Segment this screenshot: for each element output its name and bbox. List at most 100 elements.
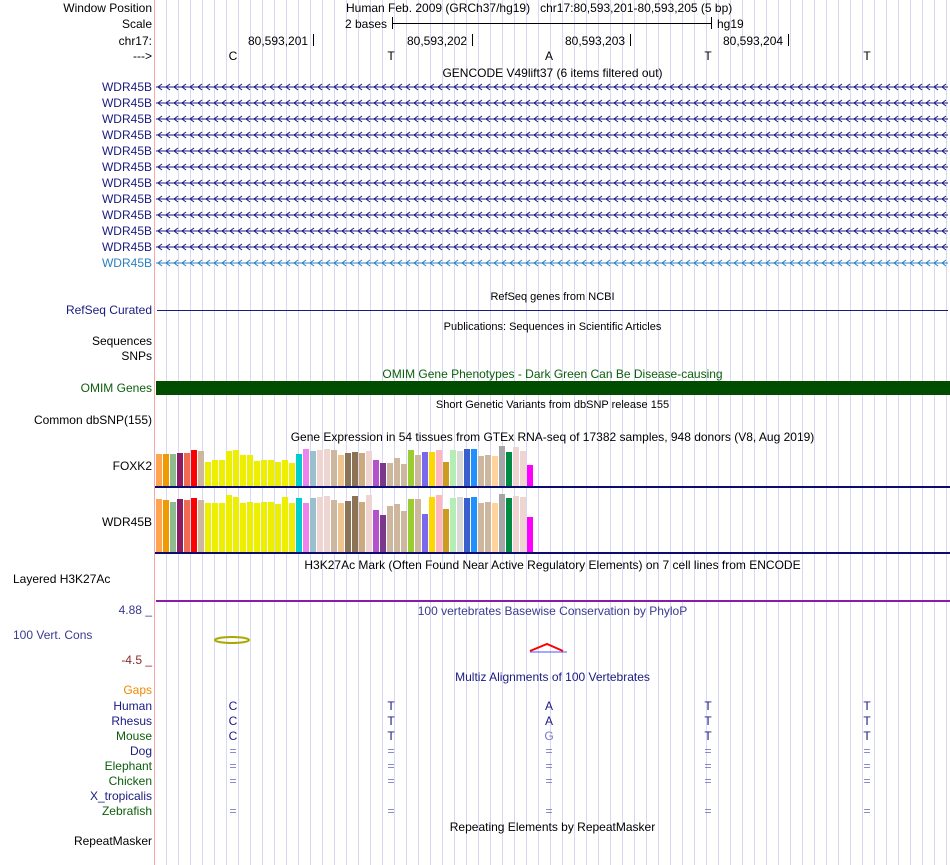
gtex-tissue-bar[interactable] bbox=[422, 514, 428, 552]
gtex-tissue-bar[interactable] bbox=[254, 503, 260, 552]
h3k27ac-track-label[interactable]: Layered H3K27Ac bbox=[13, 572, 111, 586]
gtex-tissue-bar[interactable] bbox=[226, 450, 232, 486]
gene-model-line[interactable] bbox=[156, 130, 948, 140]
species-label[interactable]: Rhesus bbox=[111, 714, 152, 728]
dbsnp-track-label[interactable]: Common dbSNP(155) bbox=[33, 413, 152, 427]
gtex-tissue-bar[interactable] bbox=[170, 453, 176, 486]
gtex-tissue-bar[interactable] bbox=[394, 457, 400, 486]
gene-label[interactable]: WDR45B bbox=[101, 224, 152, 238]
gtex-tissue-bar[interactable] bbox=[156, 453, 162, 486]
species-label[interactable]: Dog bbox=[129, 744, 152, 758]
gtex-tissue-bar[interactable] bbox=[240, 454, 246, 486]
gene-label[interactable]: WDR45B bbox=[101, 144, 152, 158]
gtex-tissue-bar[interactable] bbox=[373, 509, 379, 552]
gtex-tissue-bar[interactable] bbox=[352, 451, 358, 486]
gene-label[interactable]: WDR45B bbox=[101, 240, 152, 254]
gtex-tissue-bar[interactable] bbox=[429, 451, 435, 486]
gtex-tissue-bar[interactable] bbox=[261, 459, 267, 486]
gtex-tissue-bar[interactable] bbox=[219, 460, 225, 486]
gene-model-line[interactable] bbox=[156, 178, 948, 188]
gene-label[interactable]: WDR45B bbox=[101, 80, 152, 94]
gtex-tissue-bar[interactable] bbox=[303, 503, 309, 552]
omim-track-label[interactable]: OMIM Genes bbox=[80, 381, 152, 395]
gtex-tissue-bar[interactable] bbox=[170, 501, 176, 552]
species-label[interactable]: Zebrafish bbox=[101, 804, 152, 818]
gtex-gene-label[interactable]: FOXK2 bbox=[112, 459, 152, 473]
gene-model-line[interactable] bbox=[156, 114, 948, 124]
refseq-track-label[interactable]: RefSeq Curated bbox=[65, 303, 152, 317]
phylop-track-label[interactable]: 100 Vert. Cons bbox=[13, 628, 93, 642]
gtex-tissue-bar[interactable] bbox=[163, 454, 169, 486]
gtex-tissue-bar[interactable] bbox=[506, 451, 512, 486]
gtex-tissue-bar[interactable] bbox=[324, 496, 330, 552]
gtex-chart-foxk2[interactable] bbox=[155, 444, 539, 486]
gtex-tissue-bar[interactable] bbox=[464, 498, 470, 552]
gene-label[interactable]: WDR45B bbox=[101, 128, 152, 142]
omim-gene-bar[interactable] bbox=[156, 381, 950, 395]
gtex-tissue-bar[interactable] bbox=[345, 500, 351, 552]
gtex-tissue-bar[interactable] bbox=[387, 463, 393, 486]
gtex-tissue-bar[interactable] bbox=[359, 452, 365, 486]
gtex-tissue-bar[interactable] bbox=[464, 448, 470, 486]
gtex-tissue-bar[interactable] bbox=[191, 450, 197, 486]
gene-model-line[interactable] bbox=[156, 226, 948, 236]
gtex-tissue-bar[interactable] bbox=[226, 495, 232, 552]
gtex-chart-wdr45b[interactable] bbox=[155, 492, 539, 552]
gtex-tissue-bar[interactable] bbox=[408, 498, 414, 552]
gtex-tissue-bar[interactable] bbox=[212, 459, 218, 486]
gtex-tissue-bar[interactable] bbox=[485, 454, 491, 486]
gtex-tissue-bar[interactable] bbox=[338, 454, 344, 486]
gtex-tissue-bar[interactable] bbox=[240, 503, 246, 552]
gene-model-line[interactable] bbox=[156, 242, 948, 252]
gtex-tissue-bar[interactable] bbox=[275, 462, 281, 486]
gtex-tissue-bar[interactable] bbox=[443, 462, 449, 486]
gtex-tissue-bar[interactable] bbox=[352, 496, 358, 552]
gtex-tissue-bar[interactable] bbox=[233, 496, 239, 552]
gtex-tissue-bar[interactable] bbox=[527, 516, 533, 552]
gtex-tissue-bar[interactable] bbox=[212, 502, 218, 552]
gtex-tissue-bar[interactable] bbox=[429, 496, 435, 552]
gtex-tissue-bar[interactable] bbox=[422, 451, 428, 486]
gtex-tissue-bar[interactable] bbox=[184, 499, 190, 552]
gtex-tissue-bar[interactable] bbox=[415, 454, 421, 486]
gene-label[interactable]: WDR45B bbox=[101, 192, 152, 206]
gtex-tissue-bar[interactable] bbox=[485, 501, 491, 552]
gtex-tissue-bar[interactable] bbox=[450, 450, 456, 486]
gtex-tissue-bar[interactable] bbox=[520, 496, 526, 552]
gtex-tissue-bar[interactable] bbox=[296, 498, 302, 552]
gtex-tissue-bar[interactable] bbox=[506, 498, 512, 552]
gtex-tissue-bar[interactable] bbox=[310, 498, 316, 552]
gtex-tissue-bar[interactable] bbox=[401, 511, 407, 552]
gene-label[interactable]: WDR45B bbox=[101, 256, 152, 270]
gtex-tissue-bar[interactable] bbox=[331, 499, 337, 552]
gtex-tissue-bar[interactable] bbox=[499, 446, 505, 486]
gtex-tissue-bar[interactable] bbox=[436, 495, 442, 552]
gtex-tissue-bar[interactable] bbox=[177, 452, 183, 486]
gtex-tissue-bar[interactable] bbox=[471, 496, 477, 552]
gtex-tissue-bar[interactable] bbox=[198, 450, 204, 486]
gene-label[interactable]: WDR45B bbox=[101, 176, 152, 190]
gene-label[interactable]: WDR45B bbox=[101, 96, 152, 110]
gtex-tissue-bar[interactable] bbox=[394, 504, 400, 552]
gtex-tissue-bar[interactable] bbox=[303, 448, 309, 486]
publications-snps-label[interactable]: SNPs bbox=[121, 349, 152, 363]
gtex-tissue-bar[interactable] bbox=[275, 504, 281, 552]
gtex-tissue-bar[interactable] bbox=[261, 501, 267, 552]
species-label[interactable]: Chicken bbox=[108, 774, 152, 788]
gtex-tissue-bar[interactable] bbox=[219, 503, 225, 552]
gene-label[interactable]: WDR45B bbox=[101, 208, 152, 222]
gtex-tissue-bar[interactable] bbox=[513, 496, 519, 552]
gtex-tissue-bar[interactable] bbox=[233, 450, 239, 486]
gtex-tissue-bar[interactable] bbox=[457, 496, 463, 552]
gtex-tissue-bar[interactable] bbox=[450, 498, 456, 552]
gene-label[interactable]: WDR45B bbox=[101, 160, 152, 174]
multiz-gaps-label[interactable]: Gaps bbox=[123, 683, 152, 697]
gtex-tissue-bar[interactable] bbox=[324, 448, 330, 486]
gtex-tissue-bar[interactable] bbox=[282, 496, 288, 552]
gtex-tissue-bar[interactable] bbox=[415, 498, 421, 552]
gtex-tissue-bar[interactable] bbox=[366, 450, 372, 486]
gtex-tissue-bar[interactable] bbox=[331, 450, 337, 486]
gtex-tissue-bar[interactable] bbox=[338, 502, 344, 552]
gene-model-line[interactable] bbox=[156, 162, 948, 172]
